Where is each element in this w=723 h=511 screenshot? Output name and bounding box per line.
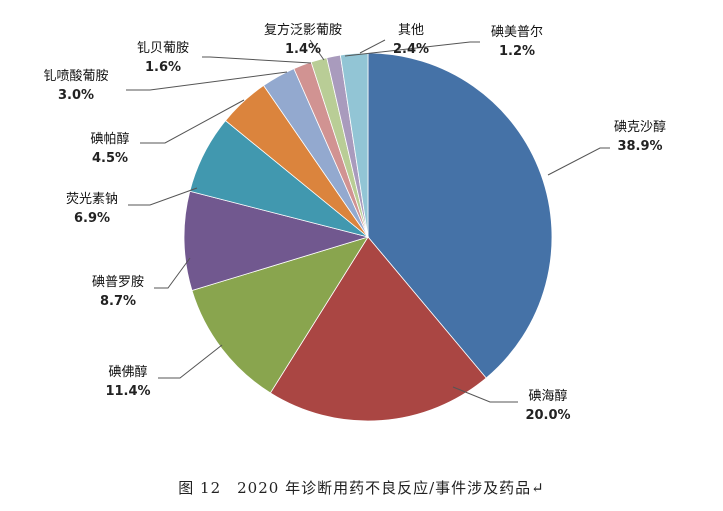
leader-line-6 [140, 99, 245, 144]
slice-label-3: 碘佛醇 [108, 364, 147, 380]
slice-label-9: 复方泛影葡胺 [264, 22, 342, 38]
slice-label-1: 碘克沙醇 [614, 119, 666, 135]
slice-percent-1: 38.9% [617, 139, 662, 154]
leader-line-1 [547, 147, 610, 176]
slice-label-6: 碘帕醇 [90, 131, 129, 147]
slice-label-11: 其他 [398, 23, 424, 38]
leader-line-7 [126, 71, 288, 91]
figure-caption: 图 12 2020 年诊断用药不良反应/事件涉及药品↵ [178, 479, 545, 497]
slice-label-4: 碘普罗胺 [92, 275, 144, 290]
leader-line-3 [158, 344, 223, 379]
slice-percent-6: 4.5% [92, 151, 128, 166]
pie-slice-2 [269, 236, 487, 422]
pie-slice-1 [367, 52, 553, 379]
slice-label-10: 碘美普尔 [491, 25, 543, 40]
slice-percent-3: 11.4% [105, 384, 150, 399]
leader-line-4 [154, 257, 191, 289]
slice-percent-7: 3.0% [58, 88, 94, 103]
slice-percent-8: 1.6% [145, 60, 181, 75]
slice-percent-2: 20.0% [525, 408, 570, 423]
leader-line-9 [309, 39, 325, 61]
leader-line-2 [452, 386, 518, 403]
slice-percent-5: 6.9% [74, 211, 110, 226]
slice-label-7: 钆喷酸葡胺 [43, 69, 108, 84]
slice-label-8: 钆贝葡胺 [137, 41, 189, 56]
slice-label-5: 荧光素钠 [66, 192, 118, 207]
slice-percent-4: 8.7% [100, 294, 136, 309]
slice-labels: 碘克沙醇 38.9% 碘海醇 20.0% 碘佛醇 11.4% 碘普罗胺 8.7% 荧光素钠 6.9… [43, 22, 666, 423]
slice-label-2: 碘海醇 [528, 388, 567, 404]
leader-line-8 [202, 56, 312, 64]
leader-line-10 [344, 41, 480, 57]
slice-percent-11: 2.4% [393, 42, 429, 57]
leader-lines [126, 39, 610, 403]
pie-slice-3 [191, 236, 369, 394]
leader-line-5 [128, 187, 198, 206]
leader-line-11 [359, 39, 386, 54]
slice-percent-9: 1.4% [285, 42, 321, 57]
pie-slices [183, 52, 553, 422]
pie-chart: 碘克沙醇 38.9% 碘海醇 20.0% 碘佛醇 11.4% 碘普罗胺 8.7% 荧光素钠 6.9… [43, 22, 666, 423]
pie-slice-4 [183, 190, 370, 292]
slice-percent-10: 1.2% [499, 44, 535, 59]
